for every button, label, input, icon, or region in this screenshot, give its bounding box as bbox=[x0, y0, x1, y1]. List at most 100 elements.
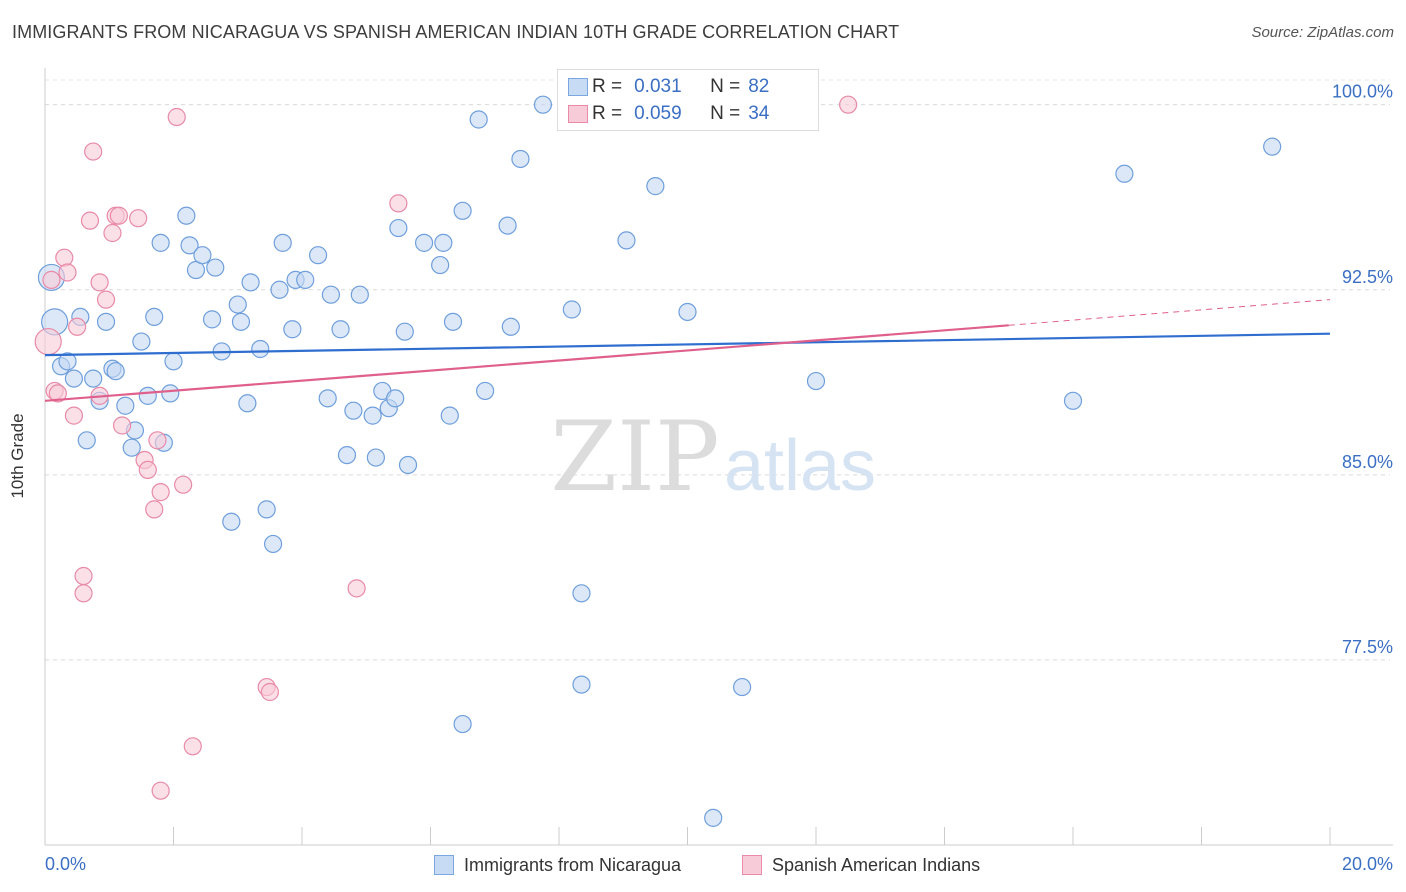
y-tick-label: 85.0% bbox=[1342, 452, 1393, 472]
data-point bbox=[366, 448, 385, 467]
data-point bbox=[58, 352, 77, 371]
n-label: N = bbox=[710, 76, 741, 97]
data-point bbox=[106, 362, 125, 381]
data-point bbox=[443, 312, 463, 331]
data-point bbox=[202, 310, 222, 329]
data-point bbox=[145, 307, 164, 327]
data-point bbox=[344, 401, 363, 420]
data-point bbox=[193, 246, 212, 265]
chart-title: IMMIGRANTS FROM NICARAGUA VS SPANISH AME… bbox=[12, 22, 900, 42]
data-point bbox=[96, 312, 116, 331]
data-point bbox=[389, 218, 408, 238]
stats-legend-row-nicaragua: R = 0.031 N = 82 bbox=[568, 75, 770, 99]
data-point bbox=[58, 263, 77, 282]
trend-lines bbox=[44, 299, 1331, 402]
data-point bbox=[116, 396, 135, 415]
stats-legend: R = 0.031 N = 82 R = 0.059 N = 34 bbox=[557, 69, 819, 131]
legend-label: Immigrants from Nicaragua bbox=[464, 854, 682, 875]
data-point bbox=[414, 233, 434, 252]
legend-swatch-blue bbox=[434, 855, 454, 875]
y-axis-label: 10th Grade bbox=[8, 413, 27, 499]
watermark: ZIP atlas bbox=[550, 401, 876, 513]
data-point bbox=[112, 416, 132, 435]
data-point bbox=[1115, 164, 1134, 183]
data-point bbox=[453, 201, 472, 220]
data-point bbox=[283, 320, 302, 339]
data-point bbox=[617, 231, 636, 250]
r-label: R = bbox=[592, 76, 623, 97]
data-point bbox=[64, 369, 84, 388]
data-point bbox=[77, 431, 96, 450]
legend-swatch-pink bbox=[742, 855, 762, 875]
data-point bbox=[251, 339, 270, 359]
data-point bbox=[64, 406, 84, 425]
data-point bbox=[398, 455, 418, 475]
data-point bbox=[389, 194, 408, 213]
n-value: 82 bbox=[748, 76, 770, 97]
data-point bbox=[395, 322, 414, 341]
data-point bbox=[151, 483, 170, 502]
legend-item-nicaragua[interactable]: Immigrants from Nicaragua bbox=[434, 852, 681, 878]
source-credit: Source: ZipAtlas.com bbox=[1251, 24, 1394, 41]
data-point bbox=[363, 406, 382, 425]
data-point bbox=[476, 381, 495, 401]
data-point bbox=[806, 371, 826, 391]
y-tick-label: 100.0% bbox=[1332, 82, 1393, 102]
y-tick-label: 92.5% bbox=[1342, 267, 1393, 287]
data-point bbox=[511, 149, 530, 169]
data-point bbox=[704, 808, 723, 827]
data-point bbox=[273, 233, 292, 252]
data-point bbox=[228, 295, 247, 314]
trend-line bbox=[44, 332, 1331, 357]
data-point bbox=[206, 258, 225, 277]
data-point bbox=[469, 110, 488, 129]
data-point bbox=[308, 246, 328, 265]
data-point bbox=[34, 327, 62, 356]
data-point bbox=[321, 285, 341, 304]
data-point bbox=[90, 273, 109, 292]
data-point bbox=[453, 714, 472, 734]
data-point bbox=[183, 737, 202, 756]
data-point bbox=[129, 209, 148, 228]
data-point bbox=[350, 285, 369, 304]
data-point bbox=[222, 512, 241, 531]
watermark-atlas: atlas bbox=[724, 426, 876, 506]
data-point bbox=[260, 682, 279, 702]
data-point bbox=[177, 206, 196, 225]
legend-swatch-pink bbox=[568, 105, 588, 123]
legend-swatch-blue bbox=[568, 78, 588, 96]
data-point bbox=[501, 317, 520, 336]
data-point bbox=[572, 584, 591, 603]
data-point bbox=[296, 270, 315, 289]
data-point bbox=[231, 312, 251, 331]
data-point bbox=[733, 677, 752, 697]
series-spanish-american-indian-points bbox=[34, 95, 858, 800]
data-point bbox=[174, 475, 193, 494]
data-point bbox=[1263, 137, 1282, 156]
trend-line-extension bbox=[1008, 299, 1331, 326]
tick-labels: 100.0% 92.5% 85.0% 77.5% 0.0% 20.0% bbox=[45, 82, 1393, 874]
r-label: R = bbox=[592, 103, 623, 124]
data-point bbox=[80, 211, 100, 230]
data-point bbox=[103, 223, 122, 243]
watermark-zip: ZIP bbox=[550, 401, 719, 513]
data-point bbox=[180, 236, 199, 255]
legend-item-spanish-american-indian[interactable]: Spanish American Indians bbox=[742, 852, 980, 878]
data-point bbox=[161, 384, 180, 403]
data-point bbox=[151, 233, 170, 252]
data-point bbox=[138, 460, 157, 480]
x-tick-label-min: 0.0% bbox=[45, 854, 86, 874]
data-point bbox=[84, 369, 103, 388]
data-point bbox=[270, 280, 289, 299]
data-point bbox=[318, 389, 337, 408]
data-point bbox=[48, 384, 67, 403]
data-point bbox=[257, 500, 276, 519]
data-point bbox=[42, 270, 61, 289]
data-point bbox=[164, 352, 183, 371]
data-point bbox=[1063, 391, 1083, 410]
data-point bbox=[132, 332, 151, 351]
data-point bbox=[55, 248, 74, 267]
data-point bbox=[167, 107, 186, 127]
r-value: 0.059 bbox=[634, 103, 682, 124]
